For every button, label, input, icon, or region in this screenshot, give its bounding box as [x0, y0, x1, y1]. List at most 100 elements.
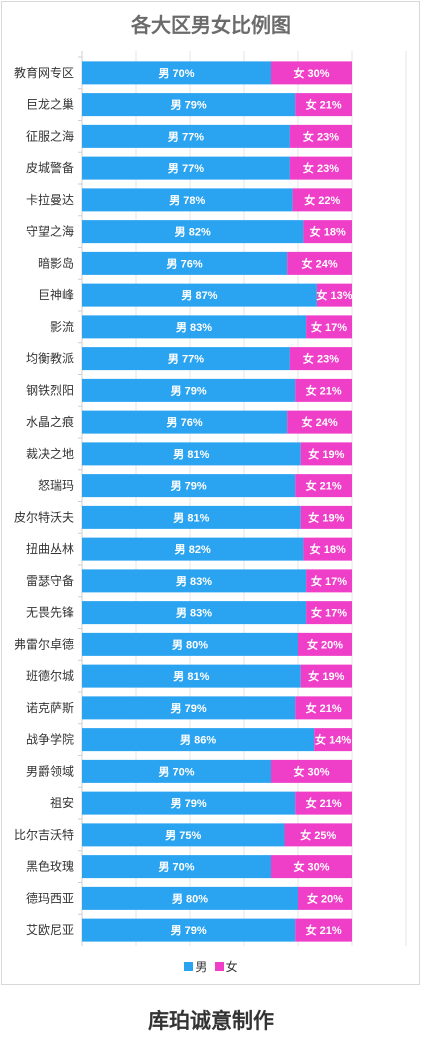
category-label: 皮尔特沃夫 [14, 509, 74, 524]
category-label: 班德尔城 [26, 668, 74, 683]
data-label-female: 女 20% [307, 637, 343, 651]
bar-male [82, 696, 296, 720]
category-label: 战争学院 [26, 732, 74, 747]
data-label-female: 女 19% [308, 510, 344, 524]
data-label-female: 女 23% [303, 161, 339, 175]
bar-female [287, 251, 352, 275]
bar-female [316, 283, 352, 307]
data-label-female: 女 14% [315, 733, 351, 747]
data-label-male: 男 76% [167, 257, 203, 270]
data-label-male: 男 82% [175, 226, 211, 239]
data-label-male: 男 79% [171, 384, 207, 397]
data-label-female: 女 24% [302, 256, 338, 270]
data-label-female: 女 13% [316, 288, 352, 302]
data-label-female: 女 21% [306, 98, 342, 112]
data-label-male: 男 80% [172, 638, 208, 651]
legend-swatch-female [214, 962, 224, 971]
bar-male [82, 410, 288, 434]
data-label-male: 男 70% [158, 765, 194, 778]
bar-female [303, 537, 352, 561]
bar-female [271, 855, 352, 879]
bar-male [82, 632, 298, 656]
bar-male [82, 791, 296, 815]
bar-male [82, 664, 301, 688]
category-label: 比尔吉沃特 [14, 827, 74, 842]
bar-male [82, 569, 307, 593]
bar-chart: 教育网专区巨龙之巢征服之海皮城警备卡拉曼达守望之海暗影岛巨神峰影流均衡教派钢铁烈… [14, 51, 407, 946]
bar-male [82, 474, 296, 498]
bar-female [298, 632, 352, 656]
bar-female [284, 823, 352, 847]
data-label-male: 男 70% [158, 67, 194, 80]
data-label-male: 男 79% [171, 480, 207, 493]
bar-female [300, 664, 352, 688]
legend-item-female[interactable]: 女 [214, 958, 238, 975]
category-label: 德玛西亚 [26, 890, 74, 905]
data-label-female: 女 18% [310, 225, 346, 239]
data-label-male: 男 76% [167, 416, 203, 429]
bar-female [298, 886, 352, 910]
legend-swatch-male [184, 962, 194, 971]
category-label: 祖安 [50, 795, 74, 810]
bar-female [295, 378, 352, 402]
bar-male [82, 156, 290, 180]
data-label-female: 女 21% [306, 383, 342, 397]
data-label-female: 女 19% [308, 669, 344, 683]
bar-female [303, 220, 352, 244]
category-label: 均衡教派 [26, 351, 74, 366]
bar-female [295, 93, 352, 117]
data-label-female: 女 19% [308, 447, 344, 461]
category-label: 皮城警备 [26, 160, 74, 175]
category-label: 卡拉曼达 [26, 192, 74, 207]
bar-male [82, 505, 301, 529]
bar-female [292, 188, 352, 212]
data-label-female: 女 17% [311, 606, 347, 620]
data-label-female: 女 30% [293, 860, 329, 874]
data-label-female: 女 21% [306, 479, 342, 493]
category-label: 无畏先锋 [26, 606, 74, 620]
category-label: 艾欧尼亚 [26, 923, 74, 937]
category-label: 征服之海 [26, 128, 74, 143]
bar-female [295, 918, 352, 942]
bar-male [82, 855, 271, 879]
bar-male [82, 188, 293, 212]
data-label-female: 女 18% [310, 542, 346, 556]
bar-female [306, 315, 352, 339]
bar-male [82, 251, 288, 275]
data-label-male: 男 86% [180, 734, 216, 747]
bar-male [82, 759, 271, 783]
data-label-female: 女 24% [302, 415, 338, 429]
bar-male [82, 728, 315, 752]
category-label: 黑色玫瑰 [26, 859, 74, 874]
category-label: 怒瑞玛 [38, 478, 74, 493]
data-label-male: 男 79% [171, 797, 207, 810]
category-label: 水晶之痕 [26, 414, 74, 429]
data-label-female: 女 22% [304, 193, 340, 207]
data-label-male: 男 77% [168, 353, 204, 366]
data-label-male: 男 83% [176, 607, 212, 620]
bar-male [82, 918, 296, 942]
data-label-male: 男 75% [165, 829, 201, 842]
data-label-female: 女 30% [293, 764, 329, 778]
data-label-female: 女 21% [306, 923, 342, 937]
category-label: 诺克萨斯 [26, 701, 74, 715]
bar-male [82, 61, 271, 85]
category-label: 裁决之地 [26, 447, 74, 461]
data-label-female: 女 23% [303, 352, 339, 366]
data-label-male: 男 79% [171, 702, 207, 715]
category-label: 钢铁烈阳 [26, 383, 74, 397]
data-label-female: 女 21% [306, 796, 342, 810]
bar-male [82, 537, 304, 561]
category-label: 暗影岛 [38, 255, 74, 270]
bar-female [295, 696, 352, 720]
category-label: 弗雷尔卓德 [14, 636, 74, 651]
legend-item-male[interactable]: 男 [184, 958, 207, 975]
data-label-male: 男 78% [169, 194, 205, 207]
category-label: 雷瑟守备 [26, 574, 74, 588]
bar-female [306, 601, 352, 625]
footer-credit: 库珀诚意制作 [148, 1010, 274, 1033]
bar-male [82, 378, 296, 402]
data-label-male: 男 77% [168, 162, 204, 175]
data-label-female: 女 17% [311, 320, 347, 334]
data-label-male: 男 82% [175, 543, 211, 556]
